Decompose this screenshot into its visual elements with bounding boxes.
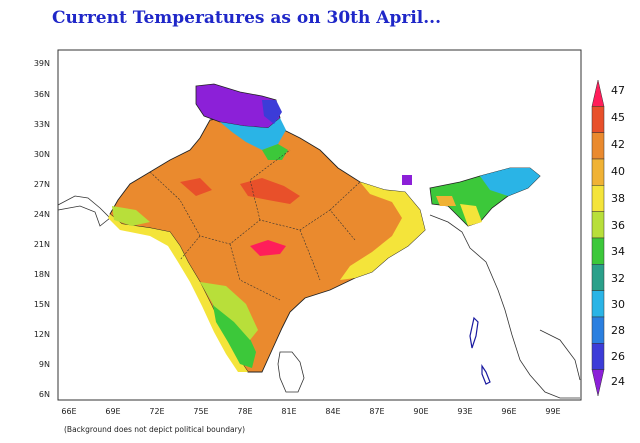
lat-label: 15N [33,300,50,309]
lon-label: 93E [457,407,473,416]
lat-label: 27N [33,180,50,189]
colorbar-label: 38 [611,192,625,205]
colorbar-segment [591,106,605,133]
lon-label: 84E [325,407,341,416]
lon-label: 81E [281,407,297,416]
colorbar-segment [591,343,605,370]
west-coast-fringe [108,214,248,372]
neighbour-coastline-west [57,195,111,227]
lon-label: 87E [369,407,385,416]
hot-core-north [240,178,300,204]
lat-label: 18N [33,270,50,279]
colorbar-label: 45 [611,111,625,124]
colorbar-label: 42 [611,138,625,151]
boundary-disclaimer: (Background does not depict political bo… [64,425,246,434]
malay-outline [539,329,581,381]
uttarakhand-green [262,144,288,160]
sikkim-purple [402,175,412,185]
neighbour-coastline-east [429,214,580,399]
lon-label: 69E [105,407,121,416]
himalaya-blue [220,118,286,150]
northeast-orange [436,196,456,206]
lat-label: 24N [33,210,50,219]
colorbar-segment [591,237,605,265]
lon-label: 90E [413,407,429,416]
colorbar-label: 30 [611,298,625,311]
lon-label: 96E [501,407,517,416]
colorbar-segment [591,158,605,186]
lat-label: 9N [38,360,50,369]
lon-label: 78E [237,407,253,416]
lon-label: 99E [545,407,561,416]
colorbar-segment [591,264,605,291]
colorbar-label: 40 [611,165,625,178]
map-title: Current Temperatures as on 30th April... [52,8,442,28]
colorbar-segment [591,211,605,239]
lon-label: 72E [149,407,165,416]
colorbar-segment [591,185,605,212]
colorbar-label: 26 [611,350,625,363]
andaman-islands [469,316,479,349]
colorbar-label: 32 [611,272,625,285]
state-boundaries [149,149,361,301]
colorbar-segment [591,316,605,344]
lon-label: 75E [193,407,209,416]
lon-label: 66E [61,407,77,416]
lat-label: 6N [38,390,50,399]
himalaya-deep-blue [262,100,282,124]
colorbar-segment [591,290,605,318]
northeast-yellow [460,204,482,226]
northeast-cyan [480,168,540,196]
lat-label: 12N [33,330,50,339]
colorbar-segment [591,369,605,397]
lat-label: 30N [33,150,50,159]
karnataka-yellow [200,282,258,340]
colorbar-label: 47 [611,84,625,97]
east-coast-band [340,182,425,280]
colorbar-label: 34 [611,245,625,258]
hot-core-rajasthan [180,178,212,196]
hot-core-central [250,240,286,256]
lat-label: 21N [33,240,50,249]
lat-label: 33N [33,120,50,129]
kerala-green [212,300,256,368]
colorbar-segment [591,132,605,160]
colorbar-label: 24 [611,375,625,388]
colorbar [591,79,605,397]
colorbar-label: 28 [611,324,625,337]
nicobar-islands [481,364,491,385]
gujarat-yellow [112,206,150,226]
lat-label: 36N [33,90,50,99]
lat-label: 39N [33,59,50,68]
colorbar-segment [591,79,605,107]
colorbar-label: 36 [611,219,625,232]
sri-lanka-outline [277,351,305,393]
